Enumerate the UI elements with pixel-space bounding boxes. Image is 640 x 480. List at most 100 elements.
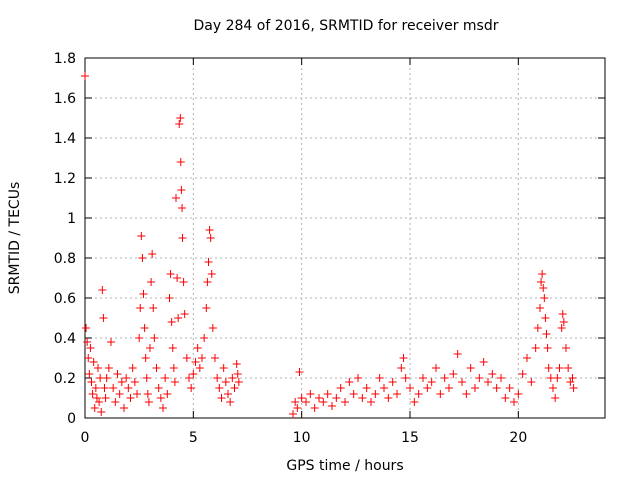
data-point: [176, 114, 185, 122]
data-point: [558, 310, 567, 318]
y-tick-label: 0.8: [54, 251, 76, 267]
data-point: [219, 364, 228, 372]
data-point: [203, 278, 212, 286]
data-point: [170, 378, 179, 386]
data-point: [568, 374, 577, 382]
data-point: [211, 354, 219, 362]
data-point: [140, 324, 149, 332]
data-point: [549, 384, 557, 392]
data-point: [310, 404, 319, 412]
data-point: [88, 390, 97, 398]
data-point: [128, 364, 137, 372]
data-point: [189, 370, 198, 378]
data-point: [375, 374, 384, 382]
data-point: [371, 390, 380, 398]
data-point: [453, 350, 462, 358]
data-point: [83, 338, 92, 346]
data-point: [233, 370, 242, 378]
data-point: [315, 394, 323, 402]
data-point: [319, 398, 328, 406]
data-point: [555, 364, 564, 372]
data-point: [505, 384, 514, 392]
data-point: [492, 384, 501, 392]
data-point: [99, 314, 108, 322]
data-point: [178, 234, 187, 242]
data-point: [328, 402, 336, 410]
data-point: [180, 310, 189, 318]
axis-ticks: 0 0.2 0.4 0.6 0.8 1 1.2 1.4 1.6 1.8 0 5 10 15 20: [54, 51, 605, 446]
data-point: [497, 374, 505, 382]
data-point: [174, 314, 183, 322]
data-point: [232, 360, 241, 368]
data-point: [133, 390, 141, 398]
x-axis-title: GPS time / hours: [286, 458, 403, 474]
data-point: [544, 364, 553, 372]
data-point: [291, 398, 300, 406]
data-point: [198, 354, 206, 362]
data-point: [94, 364, 102, 372]
data-point: [208, 324, 217, 332]
data-point: [410, 398, 419, 406]
data-point: [423, 384, 432, 392]
data-point: [289, 410, 297, 418]
data-point: [86, 344, 95, 352]
data-point: [200, 334, 209, 342]
data-point: [475, 374, 484, 382]
data-point: [471, 384, 479, 392]
data-point: [230, 384, 239, 392]
data-point: [135, 334, 144, 342]
data-point: [536, 304, 544, 312]
x-tick-label: 0: [81, 430, 90, 446]
data-point: [559, 318, 568, 326]
data-point: [97, 408, 106, 416]
y-tick-label: 0.4: [54, 331, 76, 347]
data-point: [152, 364, 161, 372]
data-point: [193, 344, 202, 352]
data-point: [221, 378, 230, 386]
data-point: [144, 398, 153, 406]
data-point: [207, 270, 216, 278]
data-point: [111, 398, 120, 406]
data-point: [89, 358, 98, 366]
data-point: [124, 384, 133, 392]
data-point: [173, 274, 182, 282]
data-point: [102, 374, 111, 382]
data-point: [90, 404, 99, 412]
data-point: [87, 378, 96, 386]
y-axis-title: SRMTID / TECUs: [7, 182, 23, 295]
data-point: [564, 364, 573, 372]
data-point: [143, 390, 152, 398]
data-point: [228, 374, 237, 382]
data-point: [537, 278, 546, 286]
data-point: [295, 368, 304, 376]
data-point: [414, 390, 423, 398]
data-point: [551, 394, 560, 402]
data-point: [179, 278, 188, 286]
data-point: [569, 384, 578, 392]
data-point: [518, 370, 527, 378]
data-point: [306, 390, 315, 398]
data-point: [399, 354, 408, 362]
data-point: [466, 364, 475, 372]
y-tick-label: 0.2: [54, 371, 76, 387]
data-point: [142, 374, 151, 382]
data-point: [397, 364, 406, 372]
data-point: [332, 394, 341, 402]
data-point: [195, 364, 204, 372]
data-point: [154, 384, 163, 392]
grid: [85, 58, 605, 418]
y-tick-label: 1: [67, 211, 76, 227]
data-point: [166, 270, 175, 278]
data-point: [159, 404, 167, 412]
y-tick-label: 1.6: [54, 91, 76, 107]
data-point: [542, 330, 551, 338]
data-point: [163, 390, 172, 398]
data-point: [109, 384, 118, 392]
x-tick-label: 5: [189, 430, 198, 446]
data-point: [358, 394, 367, 402]
y-tick-label: 1.2: [54, 171, 76, 187]
data-point: [98, 286, 107, 294]
data-point: [167, 318, 176, 326]
y-tick-label: 1.4: [54, 131, 76, 147]
